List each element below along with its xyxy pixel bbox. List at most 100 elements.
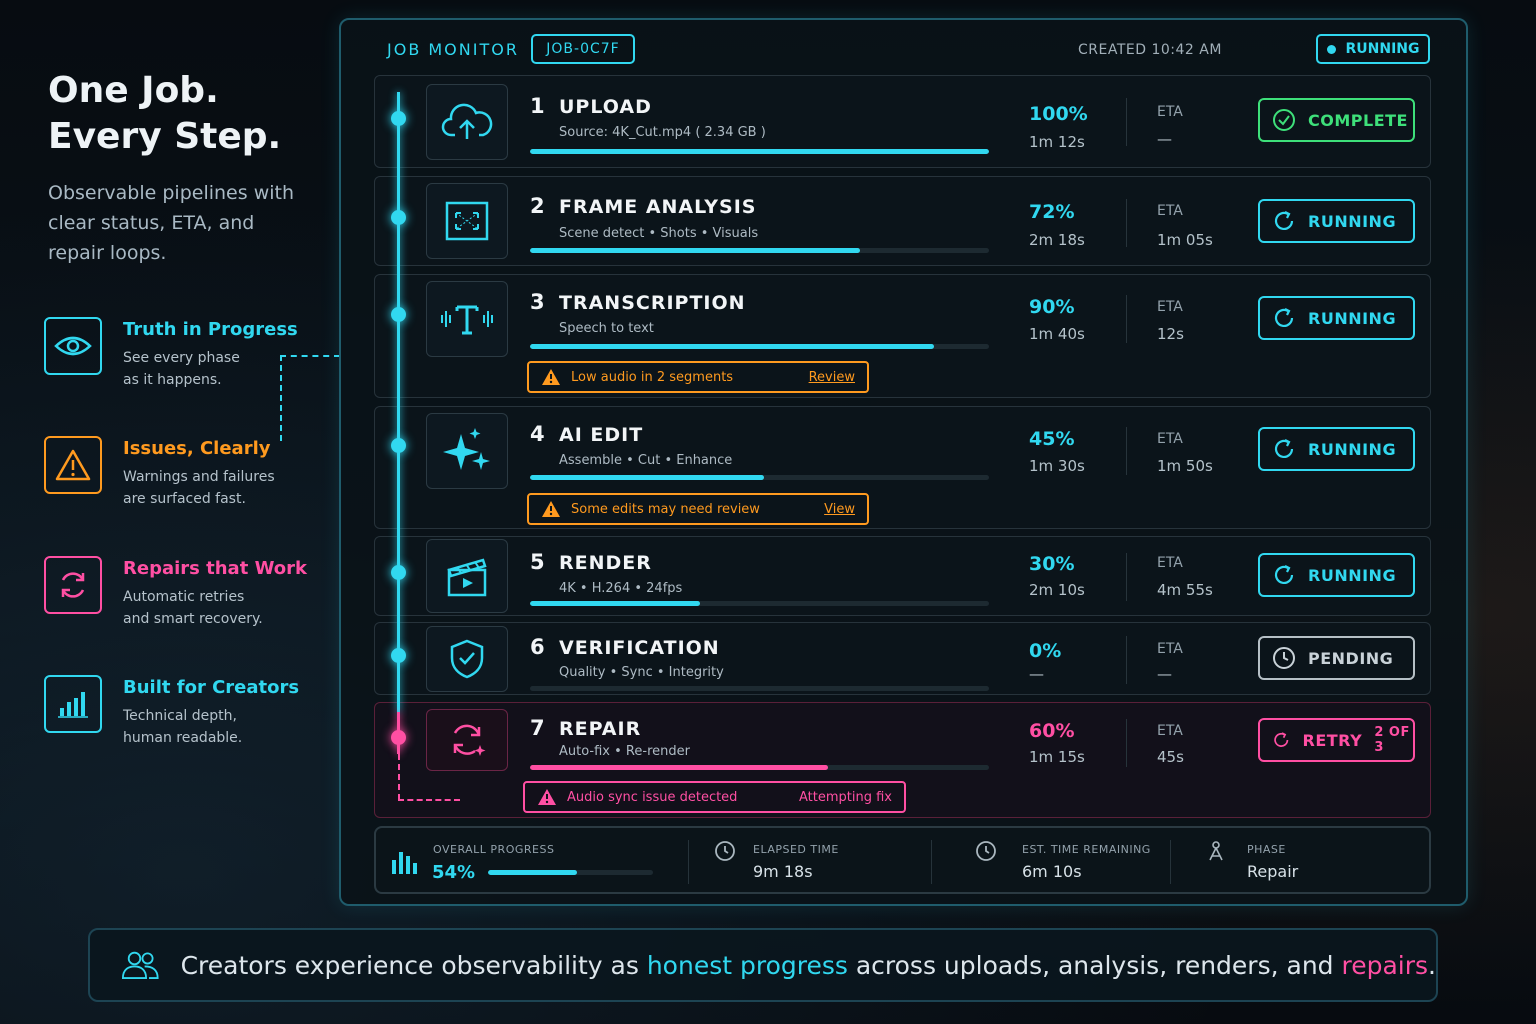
feature-issues-clearly: Issues, Clearly Warnings and failures ar… [44, 436, 314, 507]
job-monitor-panel: JOB MONITOR JOB-0C7F CREATED 10:42 AM RU… [339, 18, 1468, 906]
warning-banner: Low audio in 2 segments Review [527, 361, 869, 393]
step-name: RENDER [559, 552, 652, 574]
step-upload[interactable]: 1 UPLOAD Source: 4K_Cut.mp4 ( 2.34 GB ) … [374, 75, 1431, 168]
status-badge-running[interactable]: RUNNING [1258, 199, 1415, 243]
step-elapsed: 2m 10s [1029, 581, 1085, 599]
refresh-icon [1274, 565, 1294, 584]
step-number: 5 [530, 550, 545, 574]
shield-check-icon [426, 626, 508, 692]
step-progress-bar [530, 601, 989, 606]
step-desc: 4K • H.264 • 24fps [559, 581, 683, 596]
eta-label: ETA [1157, 723, 1183, 739]
timeline-node [391, 438, 406, 453]
feature-title: Repairs that Work [123, 558, 307, 579]
eta-label: ETA [1157, 104, 1183, 120]
remaining-time-label: EST. TIME REMAINING [1022, 843, 1151, 856]
feature-desc: See every phase as it happens. [123, 350, 240, 388]
status-badge-running[interactable]: RUNNING [1258, 427, 1415, 471]
phase-label: PHASE [1247, 843, 1286, 856]
step-eta: 45s [1157, 748, 1184, 766]
step-repair[interactable]: 7 REPAIR Auto-fix • Re-render 60% 1m 15s… [374, 702, 1431, 818]
clock-icon [976, 841, 996, 861]
timeline-node [391, 111, 406, 126]
feature-built-for-creators: Built for Creators Technical depth, huma… [44, 675, 314, 746]
step-number: 2 [530, 194, 545, 218]
step-transcription[interactable]: 3 TRANSCRIPTION Speech to text 90% 1m 40… [374, 274, 1431, 398]
elapsed-time-value: 9m 18s [753, 862, 813, 881]
status-badge-complete[interactable]: COMPLETE [1258, 98, 1415, 142]
step-frame-analysis[interactable]: 2 FRAME ANALYSIS Scene detect • Shots • … [374, 176, 1431, 266]
review-link[interactable]: Review [808, 369, 855, 385]
refresh-icon [1274, 308, 1294, 327]
status-badge-running[interactable]: RUNNING [1258, 553, 1415, 597]
job-status-badge: RUNNING [1316, 34, 1430, 64]
timeline-node [391, 565, 406, 580]
check-circle-icon [1273, 109, 1295, 131]
footer-message: Creators experience observability as hon… [180, 950, 1436, 980]
clock-icon [715, 841, 735, 861]
step-eta: 4m 55s [1157, 581, 1213, 599]
warning-icon [538, 789, 556, 805]
step-ai-edit[interactable]: 4 AI EDIT Assemble • Cut • Enhance 45% 1… [374, 406, 1431, 529]
job-id-badge[interactable]: JOB-0C7F [531, 34, 635, 64]
step-number: 3 [530, 290, 545, 314]
step-eta: — [1157, 665, 1172, 683]
view-link[interactable]: View [824, 501, 855, 517]
step-percent: 30% [1029, 553, 1075, 575]
feature-connector [280, 355, 340, 441]
feature-desc: Technical depth, human readable. [123, 708, 243, 746]
step-progress-bar [530, 344, 989, 349]
step-desc: Speech to text [559, 321, 654, 336]
eta-label: ETA [1157, 299, 1183, 315]
feature-repairs-that-work: Repairs that Work Automatic retries and … [44, 556, 314, 627]
repair-icon [426, 709, 508, 771]
overall-progress-value: 54% [432, 862, 476, 883]
warning-icon [44, 436, 102, 494]
status-badge-pending[interactable]: PENDING [1258, 636, 1415, 680]
phase-icon [1209, 841, 1223, 861]
error-banner: Audio sync issue detected Attempting fix [523, 781, 906, 813]
summary-bar: OVERALL PROGRESS 54% ELAPSED TIME 9m 18s… [374, 826, 1431, 894]
step-elapsed: — [1029, 665, 1044, 683]
step-eta: 1m 50s [1157, 457, 1213, 475]
frame-icon [426, 183, 508, 259]
step-elapsed: 1m 30s [1029, 457, 1085, 475]
status-badge-running[interactable]: RUNNING [1258, 296, 1415, 340]
status-badge-retry[interactable]: RETRY 2 OF 3 [1258, 718, 1415, 762]
remaining-time-value: 6m 10s [1022, 862, 1082, 881]
step-desc: Assemble • Cut • Enhance [559, 453, 733, 468]
step-percent: 100% [1029, 103, 1088, 125]
overall-progress-bar [488, 870, 653, 875]
clock-icon [1273, 647, 1295, 669]
step-percent: 90% [1029, 296, 1075, 318]
phase-value: Repair [1247, 862, 1299, 881]
step-elapsed: 1m 40s [1029, 325, 1085, 343]
step-name: REPAIR [559, 718, 642, 740]
eta-label: ETA [1157, 641, 1183, 657]
retry-icon [44, 556, 102, 614]
footer-banner: Creators experience observability as hon… [88, 928, 1438, 1002]
timeline-node [391, 730, 406, 745]
chart-icon [44, 675, 102, 733]
step-render[interactable]: 5 RENDER 4K • H.264 • 24fps 30% 2m 10s E… [374, 536, 1431, 616]
step-percent: 45% [1029, 428, 1075, 450]
overall-progress-label: OVERALL PROGRESS [433, 843, 555, 856]
timeline-node [391, 648, 406, 663]
step-progress-fill [530, 344, 934, 349]
users-icon [121, 951, 159, 979]
step-desc: Source: 4K_Cut.mp4 ( 2.34 GB ) [559, 125, 766, 140]
step-desc: Scene detect • Shots • Visuals [559, 226, 759, 241]
eta-label: ETA [1157, 431, 1183, 447]
warning-icon [542, 501, 560, 517]
step-progress-fill [530, 475, 765, 480]
step-elapsed: 1m 15s [1029, 748, 1085, 766]
step-name: TRANSCRIPTION [559, 292, 746, 314]
step-percent: 72% [1029, 201, 1075, 223]
step-name: VERIFICATION [559, 637, 720, 659]
step-percent: 0% [1029, 640, 1062, 662]
status-dot-icon [1326, 44, 1336, 54]
step-eta: — [1157, 130, 1172, 148]
step-verification[interactable]: 6 VERIFICATION Quality • Sync • Integrit… [374, 622, 1431, 695]
step-progress-bar [530, 765, 989, 770]
step-name: FRAME ANALYSIS [559, 196, 757, 218]
